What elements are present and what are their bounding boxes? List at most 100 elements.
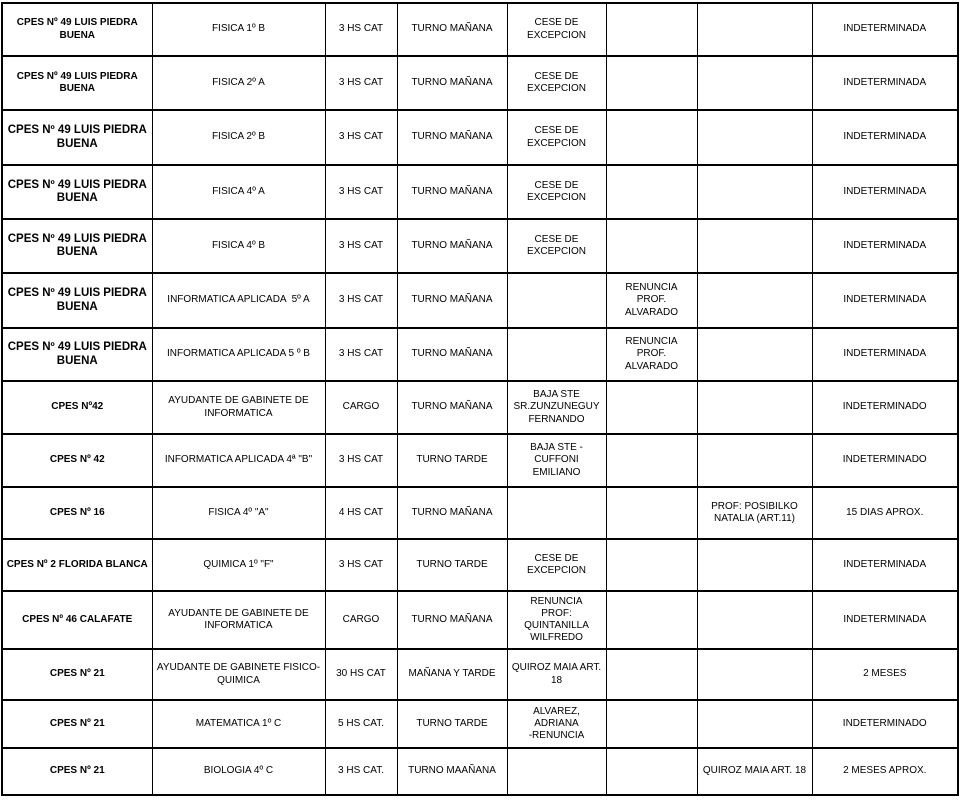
cause-cell: CESE DE EXCEPCION [506,164,607,220]
shift-cell: TURNO MAÑANA [396,380,508,435]
cause-cell: CESE DE EXCEPCION [506,218,607,274]
table-row: CPES Nº 2 FLORIDA BLANCA QUIMICA 1º "F" 3 … [1,538,959,592]
table-row: CPES Nº 46 CALAFATE AYUDANTE DE GABINETE … [1,590,959,650]
hours-cell: 3 HS CAT [324,109,398,166]
coverage-cell [696,590,813,650]
hours-cell: 3 HS CAT. [324,747,398,796]
table-row: CPES Nº 21 AYUDANTE DE GABINETE FISICO- Q… [1,648,959,701]
term-cell: INDETERMINADA [811,272,959,329]
coverage-cell [696,218,813,274]
coverage-cell [696,538,813,592]
cause-cell: ALVAREZ, ADRIANA -RENUNCIA [506,699,607,749]
subject-cell: FISICA 4º "A" [151,486,326,540]
hours-cell: 3 HS CAT [324,327,398,382]
coverage-cell [696,55,813,111]
cause-detail-cell [605,538,698,592]
cause-detail-cell [605,486,698,540]
term-cell: INDETERMINADO [811,380,959,435]
school-cell: CPES Nº 49 LUIS PIEDRA BUENA [1,327,153,382]
term-cell: 15 DIAS APROX. [811,486,959,540]
shift-cell: TURNO TARDE [396,538,508,592]
table-row: CPES Nº 49 LUIS PIEDRA BUENA INFORMATICA … [1,272,959,329]
school-cell: CPES Nº 2 FLORIDA BLANCA [1,538,153,592]
shift-cell: TURNO MAÑANA [396,218,508,274]
table-row: CPES Nº42 AYUDANTE DE GABINETE DE INFORMA… [1,380,959,435]
subject-cell: AYUDANTE DE GABINETE FISICO- QUIMICA [151,648,326,701]
hours-cell: 4 HS CAT [324,486,398,540]
school-cell: CPES Nº 49 LUIS PIEDRA BUENA [1,2,153,57]
shift-cell: TURNO MAÑANA [396,55,508,111]
hours-cell: 3 HS CAT [324,55,398,111]
school-cell: CPES Nº 42 [1,433,153,488]
hours-cell: 3 HS CAT [324,2,398,57]
hours-cell: CARGO [324,380,398,435]
term-cell: INDETERMINADA [811,218,959,274]
term-cell: 2 MESES APROX. [811,747,959,796]
cause-detail-cell [605,380,698,435]
shift-cell: TURNO MAÑANA [396,109,508,166]
school-cell: CPES Nº42 [1,380,153,435]
term-cell: 2 MESES [811,648,959,701]
subject-cell: FISICA 4º B [151,218,326,274]
subject-cell: INFORMATICA APLICADA 5º A [151,272,326,329]
shift-cell: TURNO MAAÑANA [396,747,508,796]
cause-cell: BAJA STE - CUFFONI EMILIANO [506,433,607,488]
cause-detail-cell: RENUNCIA PROF. ALVARADO [605,272,698,329]
term-cell: INDETERMINADA [811,327,959,382]
cause-cell: CESE DE EXCEPCION [506,109,607,166]
coverage-cell [696,699,813,749]
hours-cell: 3 HS CAT [324,272,398,329]
cause-detail-cell [605,2,698,57]
term-cell: INDETERMINADO [811,433,959,488]
cause-detail-cell [605,648,698,701]
subject-cell: FISICA 1º B [151,2,326,57]
hours-cell: 3 HS CAT [324,433,398,488]
coverage-cell: PROF: POSIBILKO NATALIA (ART.11) [696,486,813,540]
coverage-cell [696,433,813,488]
school-cell: CPES Nº 49 LUIS PIEDRA BUENA [1,164,153,220]
coverage-cell [696,327,813,382]
cause-detail-cell [605,55,698,111]
cause-cell [506,486,607,540]
school-cell: CPES Nº 21 [1,747,153,796]
shift-cell: TURNO MAÑANA [396,327,508,382]
subject-cell: MATEMATICA 1º C [151,699,326,749]
subject-cell: BIOLOGIA 4º C [151,747,326,796]
cause-cell: CESE DE EXCEPCION [506,538,607,592]
shift-cell: TURNO MAÑANA [396,486,508,540]
shift-cell: TURNO MAÑANA [396,590,508,650]
shift-cell: TURNO MAÑANA [396,164,508,220]
subject-cell: FISICA 4º A [151,164,326,220]
cause-detail-cell [605,109,698,166]
cause-detail-cell [605,218,698,274]
term-cell: INDETERMINADA [811,109,959,166]
table-row: CPES Nº 16 FISICA 4º "A" 4 HS CAT TURNO MAÑ… [1,486,959,540]
cause-detail-cell [605,747,698,796]
cause-cell: BAJA STE SR.ZUNZUNEGUY FERNANDO [506,380,607,435]
coverage-cell [696,648,813,701]
cause-cell [506,272,607,329]
coverage-cell [696,164,813,220]
cause-detail-cell [605,590,698,650]
subject-cell: INFORMATICA APLICADA 5 º B [151,327,326,382]
term-cell: INDETERMINADO [811,699,959,749]
cause-cell: CESE DE EXCEPCION [506,55,607,111]
shift-cell: MAÑANA Y TARDE [396,648,508,701]
cause-cell [506,747,607,796]
school-cell: CPES Nº 49 LUIS PIEDRA BUENA [1,55,153,111]
table-row: CPES Nº 42 INFORMATICA APLICADA 4ª "B" 3 H… [1,433,959,488]
term-cell: INDETERMINADA [811,164,959,220]
school-cell: CPES Nº 46 CALAFATE [1,590,153,650]
cause-cell: CESE DE EXCEPCION [506,2,607,57]
coverage-cell [696,380,813,435]
hours-cell: 3 HS CAT [324,164,398,220]
hours-cell: 3 HS CAT [324,538,398,592]
term-cell: INDETERMINADA [811,538,959,592]
